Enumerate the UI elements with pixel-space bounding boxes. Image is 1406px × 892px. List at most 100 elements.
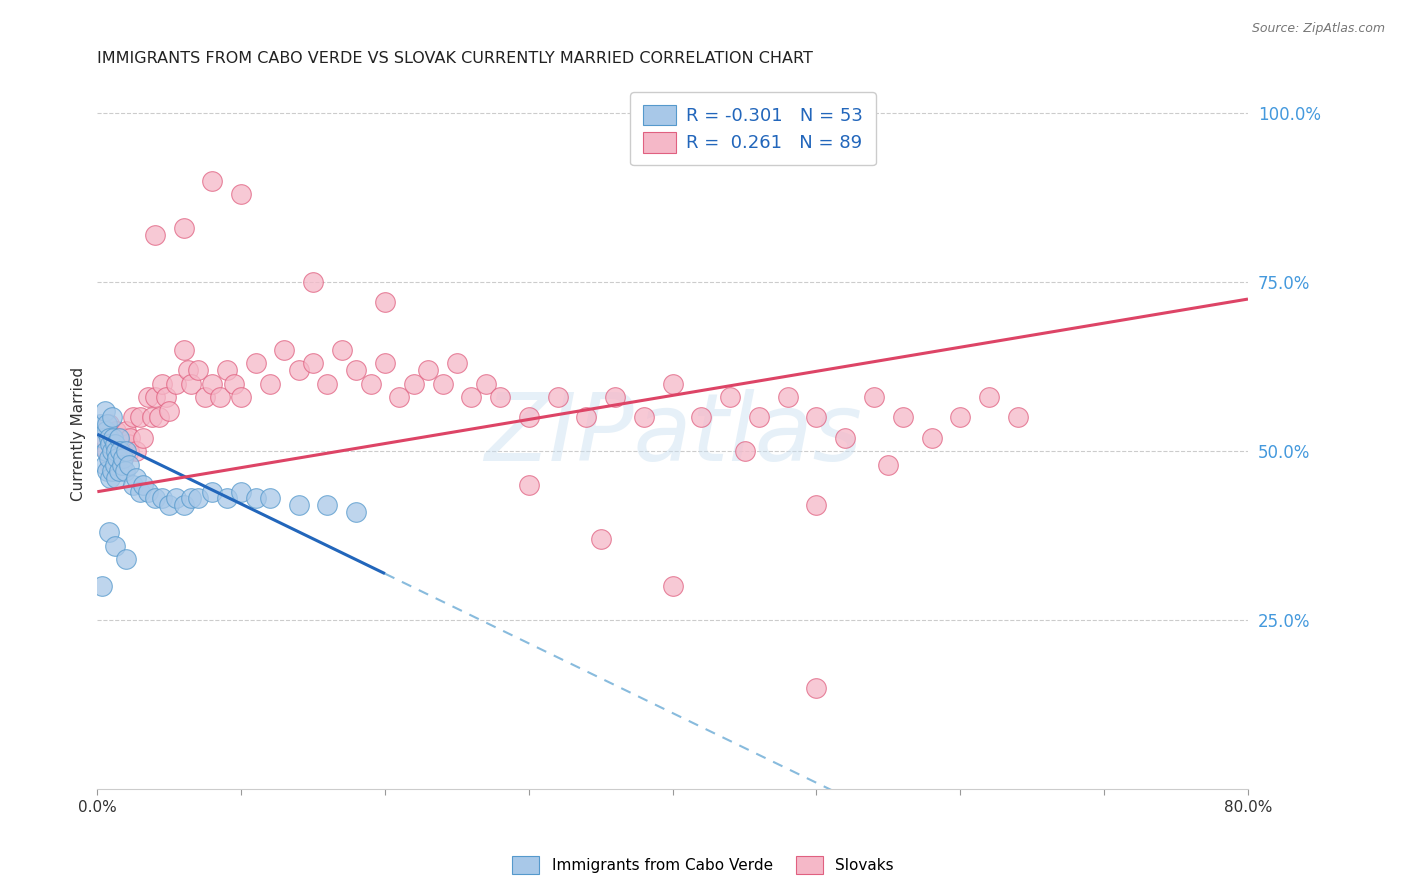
Point <box>374 295 396 310</box>
Point <box>173 498 195 512</box>
Point <box>132 478 155 492</box>
Point <box>633 410 655 425</box>
Point <box>115 424 138 438</box>
Point <box>125 444 148 458</box>
Point <box>547 390 569 404</box>
Point <box>302 356 325 370</box>
Point <box>718 390 741 404</box>
Point <box>98 458 121 472</box>
Point <box>287 498 309 512</box>
Point <box>661 376 683 391</box>
Point <box>806 498 828 512</box>
Point <box>245 491 267 506</box>
Point <box>100 431 122 445</box>
Point <box>100 410 122 425</box>
Point <box>877 458 900 472</box>
Point <box>259 491 281 506</box>
Point <box>129 410 152 425</box>
Point <box>136 484 159 499</box>
Point <box>136 390 159 404</box>
Point <box>891 410 914 425</box>
Point <box>98 471 121 485</box>
Point <box>112 450 135 465</box>
Point <box>489 390 512 404</box>
Point <box>215 491 238 506</box>
Point <box>157 403 180 417</box>
Point <box>734 444 756 458</box>
Point <box>231 390 253 404</box>
Point <box>97 525 120 540</box>
Point <box>93 458 115 472</box>
Point <box>605 390 627 404</box>
Text: ZIPatlas: ZIPatlas <box>484 389 862 480</box>
Point <box>93 431 115 445</box>
Point <box>231 187 253 202</box>
Point <box>173 343 195 357</box>
Point <box>96 417 118 431</box>
Point <box>118 458 141 472</box>
Point <box>101 444 124 458</box>
Point <box>776 390 799 404</box>
Point <box>89 417 111 431</box>
Point <box>105 424 128 438</box>
Point <box>132 431 155 445</box>
Point <box>460 390 482 404</box>
Point <box>194 390 217 404</box>
Point <box>129 484 152 499</box>
Point <box>690 410 713 425</box>
Point <box>117 437 139 451</box>
Point <box>432 376 454 391</box>
Point <box>180 376 202 391</box>
Point <box>517 410 540 425</box>
Point <box>316 498 339 512</box>
Point <box>90 579 112 593</box>
Point <box>97 450 120 465</box>
Point <box>806 410 828 425</box>
Point <box>148 410 170 425</box>
Point <box>115 552 138 566</box>
Legend: Immigrants from Cabo Verde, Slovaks: Immigrants from Cabo Verde, Slovaks <box>506 850 900 880</box>
Point <box>187 491 209 506</box>
Point <box>143 227 166 242</box>
Point <box>316 376 339 391</box>
Point <box>111 437 134 451</box>
Point <box>96 465 118 479</box>
Point <box>118 444 141 458</box>
Point <box>166 376 188 391</box>
Point <box>143 491 166 506</box>
Point <box>360 376 382 391</box>
Point <box>231 484 253 499</box>
Point <box>287 363 309 377</box>
Point <box>474 376 496 391</box>
Point <box>110 444 132 458</box>
Point <box>91 431 114 445</box>
Point <box>1007 410 1029 425</box>
Point <box>589 532 612 546</box>
Legend: R = -0.301   N = 53, R =  0.261   N = 89: R = -0.301 N = 53, R = 0.261 N = 89 <box>630 92 876 165</box>
Point <box>104 450 127 465</box>
Point <box>96 444 118 458</box>
Point <box>208 390 231 404</box>
Point <box>120 431 142 445</box>
Point <box>94 444 117 458</box>
Point <box>748 410 770 425</box>
Point <box>977 390 1000 404</box>
Point <box>921 431 943 445</box>
Point <box>155 390 177 404</box>
Point <box>122 410 145 425</box>
Point <box>187 363 209 377</box>
Point <box>180 491 202 506</box>
Point <box>388 390 411 404</box>
Point <box>201 174 224 188</box>
Y-axis label: Currently Married: Currently Married <box>72 368 86 501</box>
Point <box>94 424 117 438</box>
Point <box>108 465 131 479</box>
Point <box>273 343 295 357</box>
Point <box>245 356 267 370</box>
Point <box>104 458 127 472</box>
Point <box>374 356 396 370</box>
Point <box>177 363 200 377</box>
Point <box>806 681 828 695</box>
Point <box>173 221 195 235</box>
Point <box>108 431 131 445</box>
